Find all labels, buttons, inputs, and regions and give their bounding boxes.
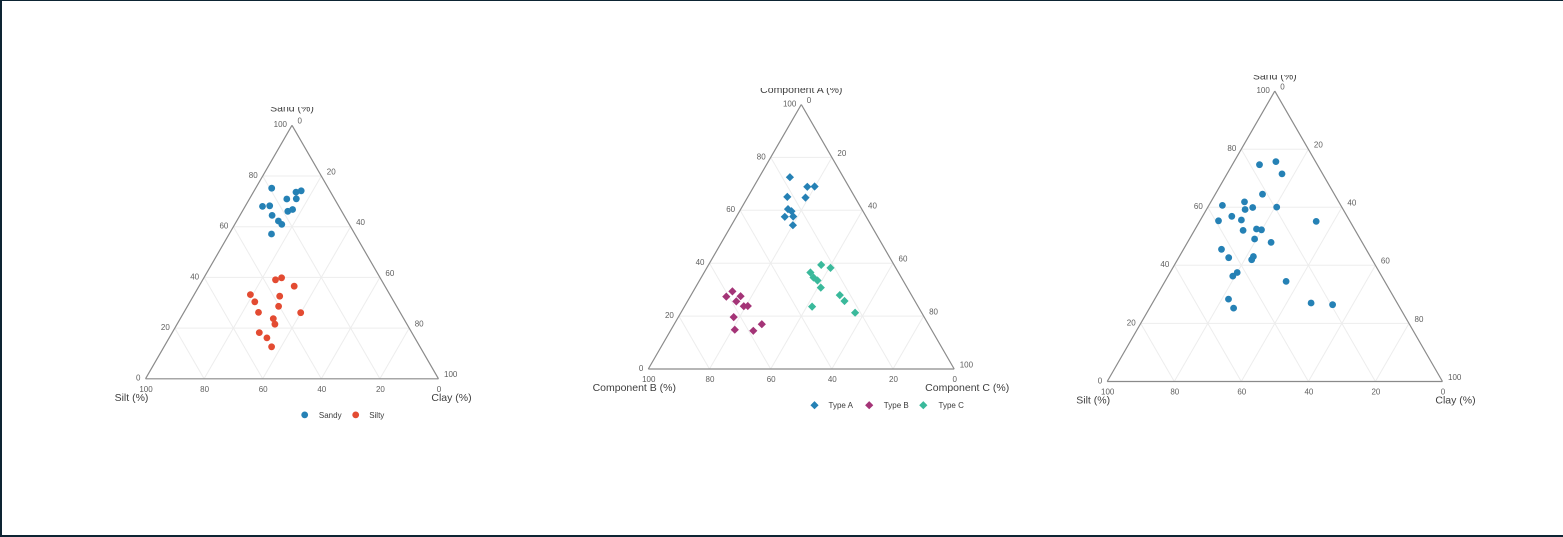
svg-text:80: 80 [1415,314,1424,323]
svg-text:20: 20 [376,384,385,393]
svg-text:Clay (%): Clay (%) [431,391,471,403]
svg-text:40: 40 [868,202,877,211]
svg-text:60: 60 [259,384,268,393]
svg-text:20: 20 [837,149,846,158]
svg-text:80: 80 [415,319,424,328]
svg-text:0: 0 [1280,82,1285,91]
svg-text:100: 100 [1101,387,1115,396]
svg-text:60: 60 [726,205,735,214]
svg-text:40: 40 [317,384,326,393]
svg-text:80: 80 [1170,387,1179,396]
svg-text:Sand (%): Sand (%) [270,107,314,115]
svg-text:80: 80 [1227,144,1236,153]
svg-text:80: 80 [706,375,715,384]
svg-text:40: 40 [1304,387,1313,396]
svg-text:Type B: Type B [884,401,909,410]
svg-text:0: 0 [639,364,644,373]
svg-text:20: 20 [889,375,898,384]
svg-text:20: 20 [1127,318,1136,327]
svg-text:0: 0 [952,375,957,384]
svg-text:0: 0 [807,96,812,105]
svg-text:Silt (%): Silt (%) [1076,394,1110,406]
svg-text:0: 0 [136,373,141,382]
svg-text:100: 100 [274,120,288,129]
svg-text:80: 80 [200,384,209,393]
svg-text:60: 60 [767,375,776,384]
svg-text:100: 100 [139,384,153,393]
svg-text:60: 60 [899,255,908,264]
svg-text:100: 100 [1448,372,1462,381]
svg-text:20: 20 [327,167,336,176]
svg-text:Silty: Silty [369,410,384,419]
svg-text:Type C: Type C [939,401,965,410]
svg-text:0: 0 [1441,387,1446,396]
svg-text:40: 40 [696,258,705,267]
svg-text:40: 40 [1160,260,1169,269]
svg-text:80: 80 [757,152,766,161]
svg-text:100: 100 [783,99,797,108]
svg-text:60: 60 [1194,202,1203,211]
svg-text:80: 80 [929,308,938,317]
svg-text:0: 0 [298,116,303,125]
svg-text:100: 100 [642,375,656,384]
svg-text:40: 40 [356,218,365,227]
svg-text:100: 100 [960,360,974,369]
svg-text:Clay (%): Clay (%) [1435,394,1475,406]
svg-text:Component A (%): Component A (%) [760,88,842,96]
svg-text:20: 20 [1314,140,1323,149]
svg-text:40: 40 [190,272,199,281]
svg-text:Component B (%): Component B (%) [593,382,676,394]
svg-text:Sand (%): Sand (%) [1253,75,1297,82]
svg-text:40: 40 [828,375,837,384]
svg-text:0: 0 [1098,376,1103,385]
svg-text:Component C (%): Component C (%) [925,382,1009,394]
svg-text:0: 0 [437,384,442,393]
svg-text:60: 60 [219,221,228,230]
svg-text:60: 60 [385,268,394,277]
svg-text:60: 60 [1381,256,1390,265]
svg-text:20: 20 [161,323,170,332]
svg-text:100: 100 [1256,86,1270,95]
svg-text:20: 20 [665,311,674,320]
svg-text:80: 80 [249,170,258,179]
svg-text:40: 40 [1347,198,1356,207]
svg-text:Sandy: Sandy [319,410,342,419]
svg-text:Type A: Type A [829,401,854,410]
svg-text:Silt (%): Silt (%) [115,391,149,403]
svg-text:60: 60 [1237,387,1246,396]
svg-text:20: 20 [1371,387,1380,396]
svg-text:100: 100 [444,370,458,379]
